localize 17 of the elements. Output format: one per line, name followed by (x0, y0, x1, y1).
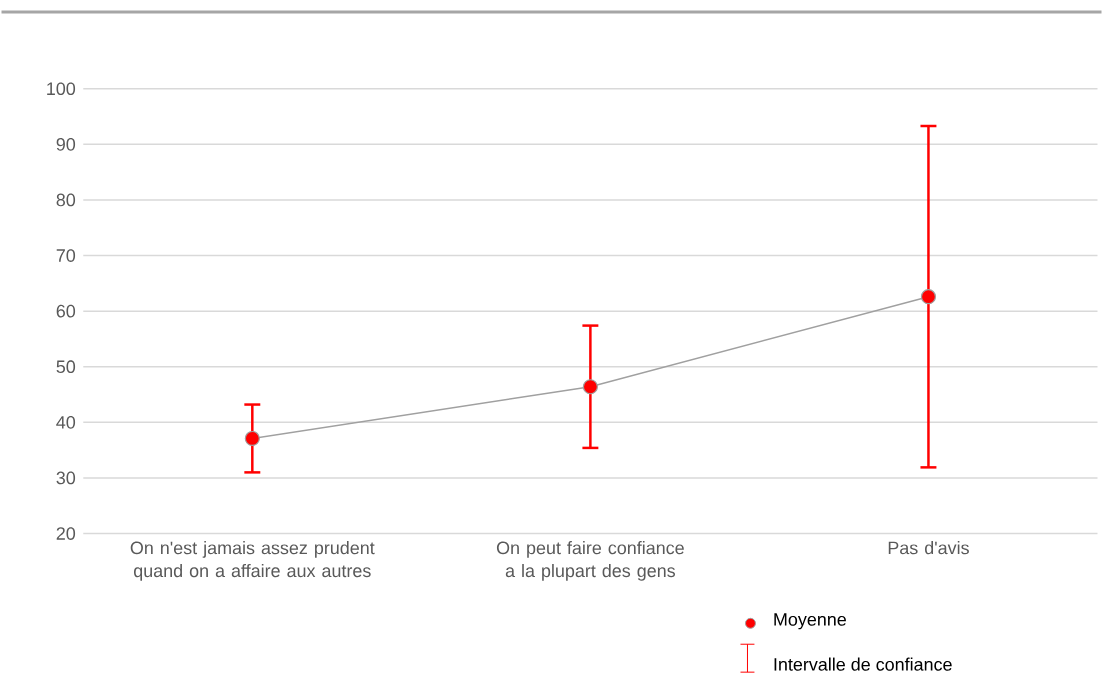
y-tick-label: 60 (56, 304, 76, 318)
x-tick-label: Pas d'avis (888, 540, 969, 555)
y-tick-label: 90 (56, 137, 76, 151)
x-tick-label: On peut faire confiance a la plupart des gens (496, 540, 684, 581)
y-tick-label: 100 (47, 82, 76, 96)
point (582, 379, 598, 395)
x-tick-label: On n'est jamais assez prudent quand on a affaire aux autres (130, 540, 375, 581)
point (920, 289, 937, 305)
legend-label: Moyenne (774, 613, 846, 630)
y-tick-label: 80 (56, 193, 76, 207)
point (244, 430, 260, 446)
y-tick-label: 50 (56, 360, 76, 374)
y-tick-label: 20 (56, 527, 76, 540)
text: Intervalle de confiance (774, 657, 952, 671)
y-tick-label: 40 (56, 415, 76, 429)
y-tick-label: 70 (56, 249, 76, 262)
y-tick-label: 30 (56, 471, 76, 485)
